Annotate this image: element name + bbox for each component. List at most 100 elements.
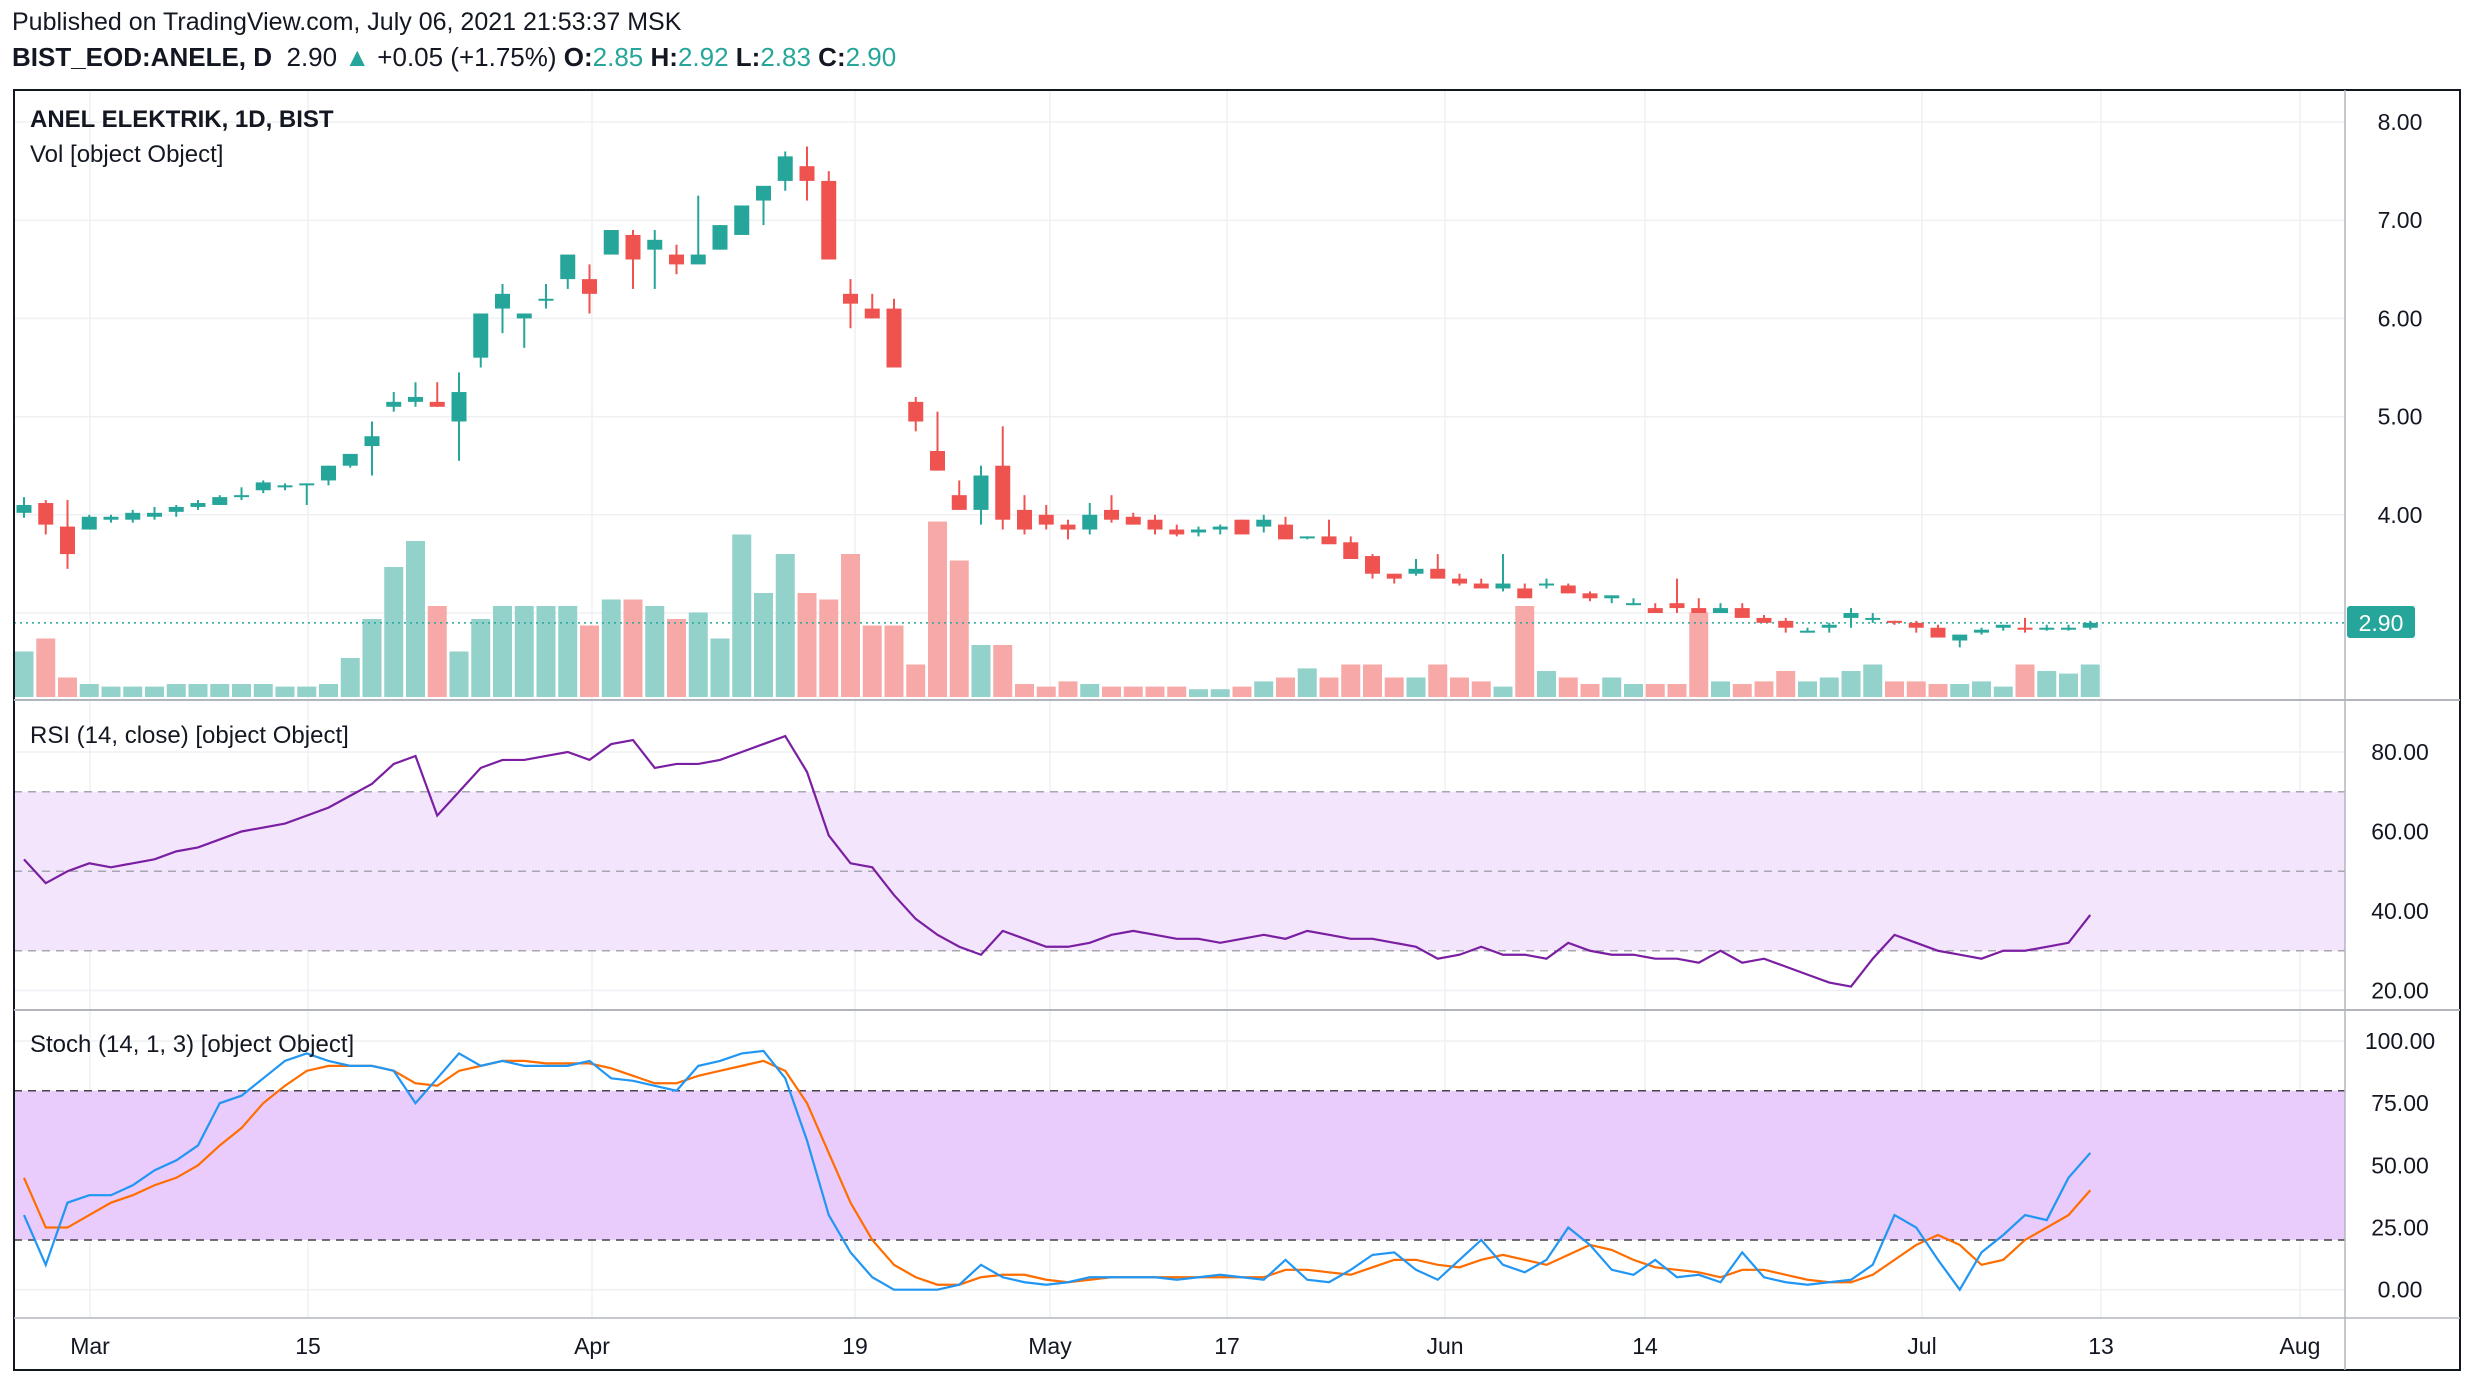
pane-frames xyxy=(13,89,2461,1371)
candle-body xyxy=(103,516,119,520)
main-chart-title: ANEL ELEKTRIK, 1D, BIST xyxy=(30,106,334,133)
candle-body xyxy=(2061,627,2076,630)
indicator-bands xyxy=(14,791,2345,1241)
candle-body xyxy=(1865,617,1881,620)
candle-body xyxy=(1821,624,1837,628)
close-value: 2.90 xyxy=(845,42,897,72)
high-label: H: xyxy=(650,42,678,72)
candle-body xyxy=(1713,608,1728,613)
volume-bar xyxy=(1210,689,1230,697)
stoch-legend: Stoch (14, 1, 3) [object Object] xyxy=(30,1031,354,1058)
volume-bar xyxy=(14,651,34,697)
candle-body xyxy=(60,526,75,555)
candle-body xyxy=(2017,627,2033,630)
stoch-tick: 50.00 xyxy=(2371,1152,2429,1178)
candle-body xyxy=(973,475,989,510)
volume-bar xyxy=(1776,671,1796,697)
candle-body xyxy=(299,483,315,486)
volume-bar xyxy=(667,619,686,697)
symbol-label[interactable]: BIST_EOD:ANELE, D xyxy=(12,42,273,72)
candle-body xyxy=(125,512,141,520)
up-arrow-icon: ▲ xyxy=(344,42,371,72)
price-tick: 5.00 xyxy=(2378,404,2423,430)
volume-bar xyxy=(166,684,186,697)
volume-bar xyxy=(1319,677,1339,697)
volume-bar xyxy=(2037,671,2057,697)
volume-bar xyxy=(601,599,621,697)
volume-bar xyxy=(449,651,469,697)
volume-bar xyxy=(558,606,578,697)
volume-bar xyxy=(1276,677,1295,697)
volume-bar xyxy=(862,625,882,697)
volume-bar xyxy=(1885,681,1904,697)
volume-bar xyxy=(1471,681,1491,697)
volume-bar xyxy=(1167,686,1187,697)
volume-bar xyxy=(493,606,512,697)
candle-body xyxy=(429,401,445,407)
volume-bar xyxy=(1993,686,2013,697)
candle-body xyxy=(495,293,510,309)
candle-body xyxy=(1256,519,1272,527)
volume-bar xyxy=(1384,677,1404,697)
candle-body xyxy=(1995,624,2011,628)
price-tick: 4.00 xyxy=(2378,502,2423,528)
candle-body xyxy=(603,230,619,255)
last-price-tag-text: 2.90 xyxy=(2359,610,2404,636)
candle-body xyxy=(1017,509,1032,530)
time-tick: 13 xyxy=(2088,1333,2114,1359)
candle-body xyxy=(690,254,706,265)
candle-body xyxy=(1125,516,1141,525)
candle-body xyxy=(451,392,467,422)
volume-bar xyxy=(1732,684,1752,697)
candle-body xyxy=(560,254,576,280)
stoch-tick: 0.00 xyxy=(2378,1277,2423,1303)
price-tick: 6.00 xyxy=(2378,305,2423,331)
candle-body xyxy=(625,234,641,260)
volume-bar xyxy=(1863,664,1883,697)
stoch-tick: 25.00 xyxy=(2371,1215,2429,1241)
volume-bar xyxy=(841,554,860,697)
candle-body xyxy=(669,254,684,265)
volume-legend: Vol [object Object] xyxy=(30,141,223,168)
volume-bars xyxy=(14,521,2100,697)
candle-body xyxy=(212,497,228,505)
volume-bar xyxy=(1624,684,1643,697)
volume-bar xyxy=(1667,684,1687,697)
volume-bar xyxy=(775,554,795,697)
volume-bar xyxy=(1819,677,1839,697)
stoch-tick: 75.00 xyxy=(2371,1090,2429,1116)
volume-bar xyxy=(514,606,534,697)
time-tick: Apr xyxy=(574,1333,610,1359)
stoch-band xyxy=(14,1090,2345,1240)
volume-bar xyxy=(1798,681,1817,697)
candle-body xyxy=(1691,608,1707,613)
candle-body xyxy=(1343,542,1359,559)
candle-body xyxy=(1386,573,1402,579)
volume-bar xyxy=(754,593,773,697)
candle-body xyxy=(1452,578,1467,584)
candle-body xyxy=(777,156,793,181)
volume-bar xyxy=(580,625,599,697)
volume-bar xyxy=(1972,681,1991,697)
volume-bar xyxy=(1841,671,1861,697)
volume-bar xyxy=(1515,606,1535,697)
volume-bar xyxy=(1080,684,1100,697)
candle-body xyxy=(1104,509,1119,520)
volume-bar xyxy=(1254,681,1274,697)
volume-bar xyxy=(928,521,947,697)
candle-body xyxy=(1278,524,1293,540)
time-tick: May xyxy=(1028,1333,1072,1359)
published-note: Published on TradingView.com, July 06, 2… xyxy=(12,8,682,36)
volume-bar xyxy=(58,677,77,697)
volume-bar xyxy=(2080,664,2100,697)
candle-body xyxy=(1626,603,1641,606)
candle-body xyxy=(234,495,249,498)
candle-body xyxy=(1299,536,1315,539)
open-value: 2.85 xyxy=(592,42,644,72)
candle-body xyxy=(886,308,902,368)
candle-body xyxy=(386,401,402,407)
rsi-tick: 40.00 xyxy=(2371,898,2429,924)
rsi-line xyxy=(23,734,2092,988)
volume-bar xyxy=(1189,689,1208,697)
